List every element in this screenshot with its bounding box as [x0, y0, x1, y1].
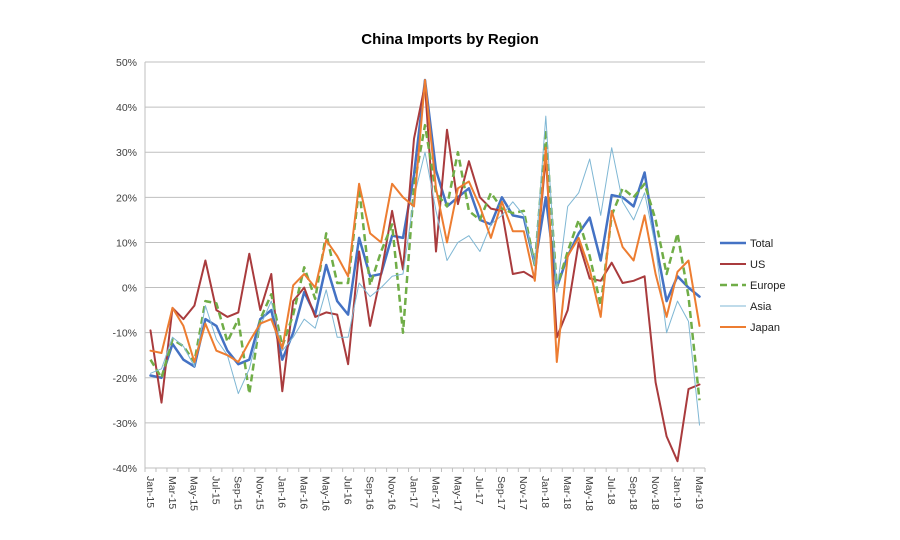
x-tick-label: May-18: [583, 476, 595, 511]
gridlines: [144, 61, 705, 469]
series-line-us: [149, 83, 701, 463]
x-tick-label: Nov-15: [254, 476, 266, 510]
legend-label-europe: Europe: [750, 280, 785, 292]
series-line-asia: [150, 115, 700, 426]
x-tick-label: Nov-17: [517, 476, 529, 510]
y-tick-label: -10%: [112, 328, 137, 340]
y-tick-label: 0%: [122, 283, 137, 295]
x-tick-label: Jul-16: [341, 476, 353, 505]
x-tick-label: Mar-16: [298, 476, 310, 509]
series-lines: [149, 78, 701, 463]
x-tick-label: Mar-19: [693, 476, 705, 509]
x-tick-label: May-17: [451, 476, 463, 511]
y-axis: -40% -30% -20% -10% 0% 10% 20% 30% 40% 50%: [112, 57, 137, 475]
x-tick-label: Mar-17: [429, 476, 441, 509]
x-tick-label: Mar-18: [561, 476, 573, 509]
chart-title: China Imports by Region: [361, 31, 539, 48]
y-tick-label: -20%: [112, 373, 137, 385]
legend: Total US Europe Asia Japan: [720, 238, 785, 334]
x-tick-label: May-15: [188, 476, 200, 511]
x-tick-label: Sep-18: [627, 476, 639, 510]
x-tick-label: Jul-17: [473, 476, 485, 505]
y-tick-label: 10%: [116, 237, 137, 249]
legend-label-japan: Japan: [750, 322, 780, 334]
x-tick-label: Jul-18: [605, 476, 617, 505]
x-tick-label: Sep-15: [232, 476, 244, 510]
legend-label-asia: Asia: [750, 301, 772, 313]
x-tick-label: Mar-15: [166, 476, 178, 509]
x-tick-label: Jan-15: [144, 476, 156, 508]
series-line-japan: [149, 79, 701, 363]
legend-label-us: US: [750, 259, 765, 271]
x-tick-label: Jan-18: [539, 476, 551, 508]
y-tick-label: -30%: [112, 418, 137, 430]
x-tick-label: Sep-17: [495, 476, 507, 510]
x-tick-label: Jan-16: [276, 476, 288, 508]
y-tick-label: -40%: [112, 463, 137, 475]
x-tick-label: May-16: [320, 476, 332, 511]
x-tick-label: Nov-16: [385, 476, 397, 510]
y-tick-label: 40%: [116, 102, 137, 114]
x-tick-label: Jan-17: [407, 476, 419, 508]
x-tick-label: Nov-18: [649, 476, 661, 510]
legend-label-total: Total: [750, 238, 773, 250]
x-tick-label: Jan-19: [671, 476, 683, 508]
y-tick-label: 30%: [116, 147, 137, 159]
x-tick-label: Sep-16: [363, 476, 375, 510]
y-tick-label: 50%: [116, 57, 137, 69]
x-axis: Jan-15 Mar-15 May-15 Jul-15 Sep-15 Nov-15 Jan-…: [144, 468, 706, 511]
y-tick-label: 20%: [116, 192, 137, 204]
x-tick-label: Jul-15: [210, 476, 222, 505]
